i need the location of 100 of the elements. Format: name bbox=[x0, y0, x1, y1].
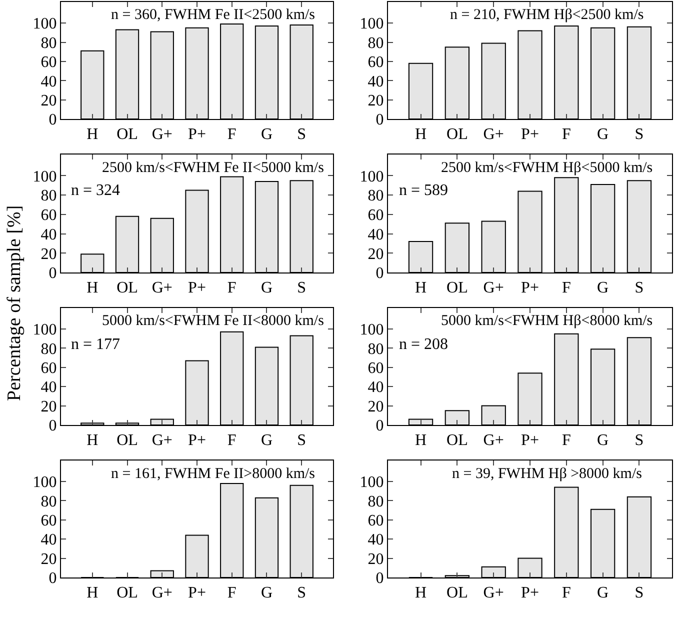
chart-title: 5000 km/s<FWHM Hβ<8000 km/s bbox=[441, 313, 653, 329]
y-tick-label: 20 bbox=[40, 398, 57, 416]
x-tick-label: S bbox=[634, 432, 644, 450]
y-tick-label: 100 bbox=[360, 322, 384, 339]
x-tick-label: H bbox=[414, 432, 427, 450]
y-tick-label: 80 bbox=[368, 188, 384, 205]
x-tick-label: G+ bbox=[483, 126, 504, 144]
x-tick-label: G+ bbox=[152, 280, 172, 297]
y-tick-label: 20 bbox=[368, 550, 384, 568]
x-tick-label: S bbox=[297, 126, 306, 144]
y-tick-label: 40 bbox=[40, 379, 57, 396]
x-tick-label: F bbox=[562, 432, 571, 450]
y-tick-label: 80 bbox=[40, 34, 57, 52]
y-tick-label: 80 bbox=[368, 493, 384, 510]
x-tick-label: P+ bbox=[521, 432, 539, 450]
x-tick-label: F bbox=[562, 584, 571, 602]
y-tick-label: 0 bbox=[48, 418, 57, 435]
y-tick-label: 20 bbox=[40, 246, 57, 263]
x-tick-label: G bbox=[260, 126, 273, 144]
chart-title: 2500 km/s<FWHM Hβ<5000 km/s bbox=[441, 160, 653, 176]
x-tick-label: P+ bbox=[188, 126, 206, 144]
x-tick-label: OL bbox=[116, 432, 138, 450]
x-tick-label: G bbox=[597, 432, 610, 450]
y-tick-label: 0 bbox=[376, 418, 384, 435]
x-tick-label: G bbox=[260, 584, 273, 602]
y-tick-label: 40 bbox=[40, 532, 57, 549]
x-tick-label: G+ bbox=[483, 432, 504, 450]
chart-title: n = 39, FWHM Hβ >8000 km/s bbox=[452, 466, 642, 482]
y-tick-label: 100 bbox=[32, 322, 57, 339]
x-tick-label: S bbox=[297, 432, 306, 450]
annotation: n = 324 bbox=[71, 182, 120, 199]
x-tick-label: H bbox=[86, 280, 99, 297]
x-tick-label: OL bbox=[116, 126, 138, 144]
chart-title: 5000 km/s<FWHM Fe II<8000 km/s bbox=[102, 313, 324, 329]
x-tick-label: G bbox=[597, 280, 610, 297]
x-tick-label: H bbox=[414, 280, 427, 297]
x-tick-label: H bbox=[414, 126, 427, 144]
x-tick-label: F bbox=[227, 432, 236, 450]
y-tick-label: 80 bbox=[40, 493, 57, 510]
x-tick-label: OL bbox=[446, 280, 468, 297]
y-tick-label: 0 bbox=[376, 112, 384, 129]
x-tick-label: G+ bbox=[152, 432, 172, 450]
x-tick-label: G+ bbox=[152, 584, 172, 602]
chart-title: n = 360, FWHM Fe II<2500 km/s bbox=[111, 7, 316, 23]
y-tick-label: 0 bbox=[376, 570, 384, 588]
x-tick-label: G bbox=[260, 280, 273, 297]
x-tick-label: S bbox=[634, 126, 644, 144]
x-tick-label: F bbox=[562, 280, 571, 297]
x-tick-label: P+ bbox=[188, 584, 206, 602]
x-tick-label: OL bbox=[446, 432, 468, 450]
x-tick-label: G+ bbox=[483, 280, 504, 297]
x-tick-label: OL bbox=[116, 584, 138, 602]
x-tick-label: P+ bbox=[521, 280, 539, 297]
chart-title: 2500 km/s<FWHM Fe II<5000 km/s bbox=[102, 160, 324, 176]
x-tick-label: F bbox=[227, 280, 236, 297]
x-tick-label: P+ bbox=[188, 432, 206, 450]
y-tick-label: 100 bbox=[32, 474, 57, 492]
x-tick-label: S bbox=[634, 584, 644, 602]
x-tick-label: P+ bbox=[521, 584, 539, 602]
y-tick-label: 60 bbox=[40, 512, 57, 530]
y-tick-label: 60 bbox=[368, 207, 384, 224]
y-tick-label: 100 bbox=[360, 474, 384, 492]
y-tick-label: 100 bbox=[360, 168, 384, 186]
x-tick-label: G+ bbox=[483, 584, 504, 602]
x-tick-label: P+ bbox=[188, 280, 206, 297]
x-tick-label: H bbox=[86, 584, 99, 602]
chart-title: n = 161, FWHM Fe II>8000 km/s bbox=[111, 466, 316, 482]
x-tick-label: OL bbox=[446, 126, 468, 144]
x-tick-label: F bbox=[562, 126, 571, 144]
y-tick-label: 0 bbox=[48, 570, 57, 588]
x-tick-label: F bbox=[227, 126, 236, 144]
x-tick-label: F bbox=[227, 584, 236, 602]
y-tick-label: 80 bbox=[368, 34, 384, 52]
y-tick-label: 20 bbox=[368, 92, 384, 110]
y-tick-label: 40 bbox=[368, 379, 384, 396]
x-tick-label: H bbox=[86, 126, 99, 144]
annotation: n = 208 bbox=[399, 336, 448, 353]
x-tick-label: H bbox=[414, 584, 427, 602]
x-tick-label: S bbox=[297, 584, 306, 602]
y-tick-label: 0 bbox=[48, 112, 57, 129]
y-tick-label: 20 bbox=[368, 398, 384, 416]
y-tick-label: 40 bbox=[40, 226, 57, 244]
y-tick-label: 40 bbox=[368, 226, 384, 244]
y-tick-label: 100 bbox=[32, 168, 57, 186]
x-tick-label: P+ bbox=[521, 126, 539, 144]
x-tick-label: G bbox=[597, 126, 610, 144]
y-tick-label: 60 bbox=[40, 207, 57, 224]
y-tick-label: 20 bbox=[40, 92, 57, 110]
y-tick-label: 0 bbox=[48, 265, 57, 282]
y-tick-label: 40 bbox=[368, 73, 384, 90]
x-tick-label: OL bbox=[446, 584, 468, 602]
x-tick-label: S bbox=[634, 280, 644, 297]
y-tick-label: 80 bbox=[40, 188, 57, 205]
x-tick-label: OL bbox=[116, 280, 138, 297]
y-tick-label: 80 bbox=[368, 340, 384, 358]
y-tick-label: 60 bbox=[40, 360, 57, 378]
y-tick-label: 60 bbox=[40, 54, 57, 72]
chart-title: n = 210, FWHM Hβ<2500 km/s bbox=[450, 7, 644, 23]
y-tick-label: 100 bbox=[32, 16, 57, 33]
x-tick-label: G+ bbox=[152, 126, 172, 144]
